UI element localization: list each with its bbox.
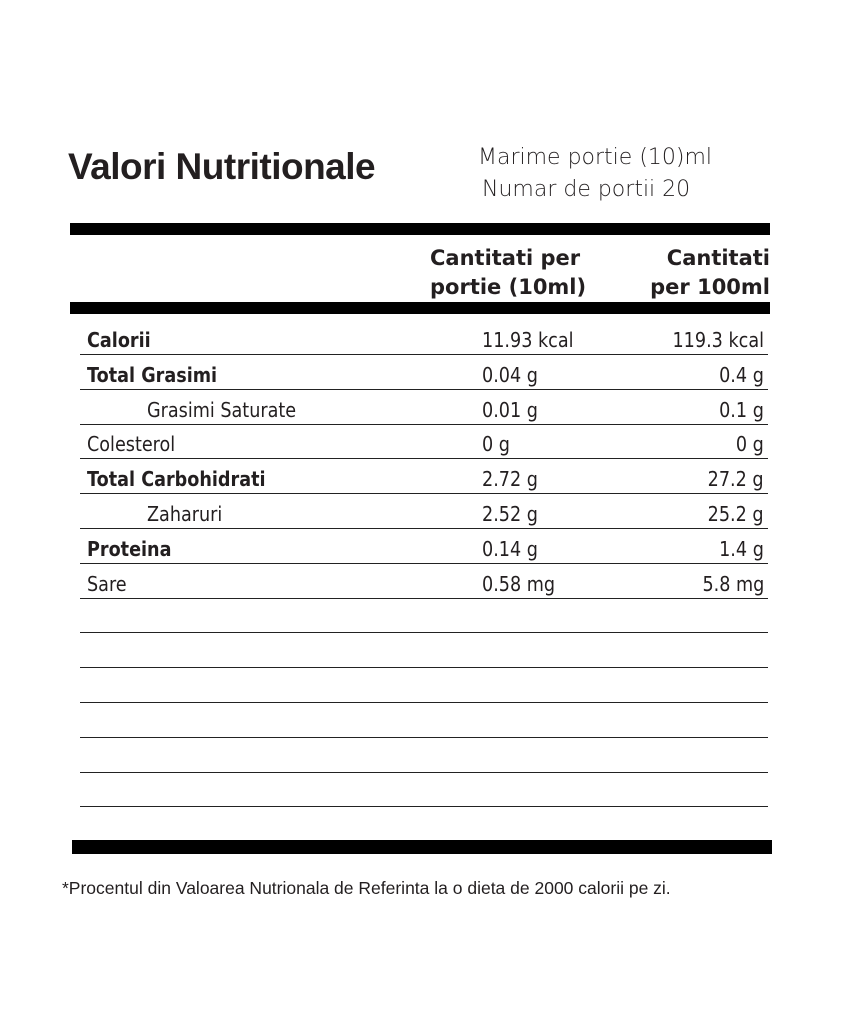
nutrient-label: Sare bbox=[87, 571, 127, 596]
empty-row bbox=[80, 667, 768, 703]
nutrient-row: Colesterol 0 g 0 g bbox=[80, 423, 768, 460]
nutrient-label: Total Grasimi bbox=[87, 362, 218, 387]
header-per-portion: Cantitati per portie (10ml) bbox=[430, 244, 586, 302]
serving-size: Marime portie (10)ml bbox=[478, 145, 713, 170]
per-100ml-value: 0 g bbox=[736, 432, 764, 457]
bottom-rule bbox=[72, 840, 772, 854]
header-rule bbox=[70, 302, 770, 314]
per-portion-value: 0 g bbox=[482, 432, 510, 457]
nutrient-label: Proteina bbox=[87, 536, 172, 561]
per-portion-value: 0.04 g bbox=[482, 362, 538, 387]
header-line: Cantitati per bbox=[430, 246, 581, 270]
empty-row bbox=[80, 771, 768, 808]
nutrient-row: Proteina 0.14 g 1.4 g bbox=[80, 528, 768, 564]
nutrient-label: Grasimi Saturate bbox=[147, 397, 297, 422]
nutrient-row: Zaharuri 2.52 g 25.2 g bbox=[80, 493, 768, 529]
per-portion-value: 2.52 g bbox=[482, 502, 538, 526]
per-portion-value: 11.93 kcal bbox=[482, 328, 574, 352]
per-portion-value: 0.01 g bbox=[482, 397, 538, 422]
label-title: Valori Nutritionale bbox=[68, 146, 376, 187]
per-portion-value: 0.58 mg bbox=[482, 571, 556, 596]
header-line: per 100ml bbox=[650, 275, 770, 299]
per-100ml-value: 0.1 g bbox=[719, 397, 764, 422]
nutrient-label: Colesterol bbox=[87, 432, 176, 457]
per-portion-value: 0.14 g bbox=[482, 536, 538, 561]
nutrient-row: Calorii 11.93 kcal 119.3 kcal bbox=[80, 319, 768, 355]
nutrient-row: Total Carbohidrati 2.72 g 27.2 g bbox=[80, 458, 768, 495]
nutrient-label: Total Carbohidrati bbox=[87, 467, 266, 492]
per-100ml-value: 0.4 g bbox=[719, 362, 764, 387]
per-100ml-value: 25.2 g bbox=[708, 502, 764, 526]
empty-row bbox=[80, 632, 768, 669]
servings-count: Numar de portii 20 bbox=[482, 177, 691, 202]
empty-row bbox=[80, 597, 768, 634]
footnote: *Procentul din Valoarea Nutrionala de Re… bbox=[62, 878, 671, 898]
header-line: Cantitati bbox=[666, 246, 770, 270]
nutrient-row: Grasimi Saturate 0.01 g 0.1 g bbox=[80, 389, 768, 425]
header-per-100ml: Cantitati per 100ml bbox=[640, 244, 770, 302]
empty-row bbox=[80, 737, 768, 773]
per-portion-value: 2.72 g bbox=[482, 467, 538, 492]
empty-row bbox=[80, 702, 768, 738]
per-100ml-value: 27.2 g bbox=[708, 467, 764, 492]
header-line: portie (10ml) bbox=[430, 275, 587, 299]
per-100ml-value: 119.3 kcal bbox=[672, 328, 764, 352]
nutrient-label: Calorii bbox=[87, 328, 151, 352]
serving-info: Marime portie (10)ml Numar de portii 20 bbox=[478, 142, 712, 206]
nutrient-row: Total Grasimi 0.04 g 0.4 g bbox=[80, 354, 768, 390]
per-100ml-value: 1.4 g bbox=[719, 536, 764, 561]
nutrient-row: Sare 0.58 mg 5.8 mg bbox=[80, 563, 768, 599]
nutrient-label: Zaharuri bbox=[147, 502, 223, 526]
top-rule bbox=[70, 223, 770, 235]
per-100ml-value: 5.8 mg bbox=[702, 571, 764, 596]
